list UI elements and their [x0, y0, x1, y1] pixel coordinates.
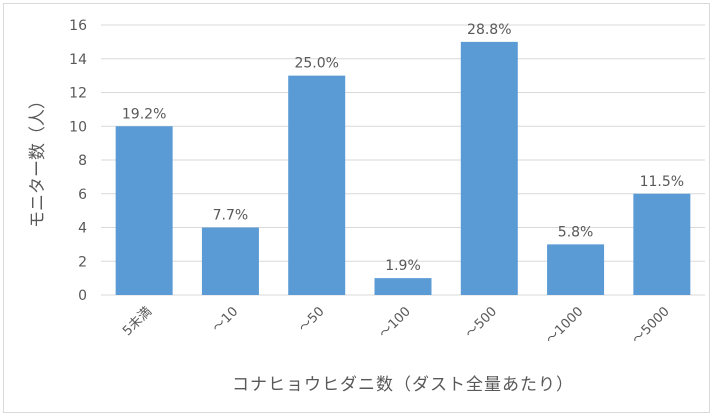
- data-label: 7.7%: [213, 208, 249, 224]
- y-tick-label: 0: [78, 288, 87, 304]
- bar: [547, 244, 605, 295]
- x-tick-label: ～50: [296, 304, 327, 335]
- bar: [374, 278, 432, 295]
- bar: [201, 227, 259, 295]
- y-tick-label: 16: [69, 18, 87, 34]
- x-tick-label: 5未満: [120, 304, 155, 339]
- data-label: 1.9%: [385, 258, 421, 274]
- x-tick-label: ～1000: [543, 304, 586, 347]
- x-tick-label: ～100: [376, 304, 413, 341]
- x-tick-label: ～5000: [629, 304, 672, 347]
- y-tick-label: 12: [69, 86, 87, 102]
- y-tick-label: 4: [78, 221, 87, 237]
- bar: [288, 75, 346, 295]
- x-tick-label: ～10: [210, 304, 241, 335]
- chart-frame: [3, 3, 710, 413]
- x-tick-label: ～500: [463, 304, 500, 341]
- bar: [633, 193, 691, 295]
- data-label: 28.8%: [467, 22, 511, 38]
- data-label: 25.0%: [294, 56, 338, 72]
- data-label: 11.5%: [640, 174, 684, 190]
- y-axis-label: モニター数（人）: [28, 92, 48, 228]
- y-tick-label: 2: [78, 254, 87, 270]
- y-tick-label: 10: [69, 119, 87, 135]
- y-tick-label: 6: [78, 187, 87, 203]
- y-tick-label: 14: [69, 52, 87, 68]
- x-axis-label: コナヒョウヒダニ数（ダスト全量あたり）: [232, 375, 574, 395]
- bar: [460, 41, 518, 295]
- y-tick-label: 8: [78, 153, 87, 169]
- data-label: 5.8%: [558, 224, 594, 240]
- data-label: 19.2%: [122, 106, 166, 122]
- bar: [115, 126, 173, 295]
